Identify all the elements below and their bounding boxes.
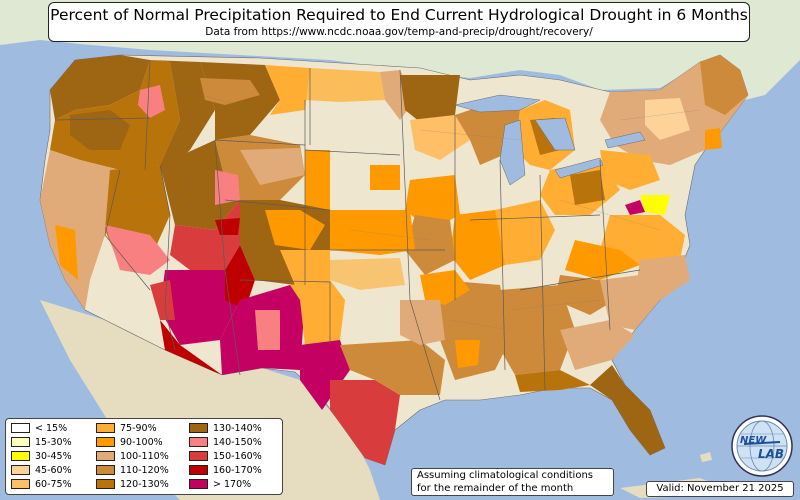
legend-swatch: [11, 436, 30, 447]
legend-item: 120-130%: [96, 478, 169, 491]
legend-item: 30-45%: [11, 450, 72, 463]
legend-item: 110-120%: [96, 464, 169, 477]
legend-swatch: [189, 464, 208, 475]
logo-text-bottom: LAB: [758, 447, 784, 461]
legend-swatch: [189, 450, 208, 461]
legend-swatch: [189, 478, 208, 489]
legend-item: 140-150%: [189, 436, 262, 449]
legend-label: 45-60%: [35, 465, 72, 476]
legend-item: > 170%: [189, 478, 251, 491]
valid-date: Valid: November 21 2025: [646, 481, 794, 497]
legend-item: 75-90%: [96, 422, 157, 435]
legend-item: 150-160%: [189, 450, 262, 463]
legend-label: < 15%: [35, 423, 68, 434]
legend-label: 130-140%: [213, 423, 262, 434]
assumption-note-line2: for the remainder of the month: [417, 482, 574, 494]
map-title: Percent of Normal Precipitation Required…: [50, 6, 748, 24]
legend-label: 75-90%: [120, 423, 157, 434]
legend-item: 60-75%: [11, 478, 72, 491]
legend-label: 150-160%: [213, 451, 262, 462]
legend-label: 110-120%: [120, 465, 169, 476]
legend-swatch: [11, 464, 30, 475]
map-subtitle: Data from https://www.ncdc.noaa.gov/temp…: [205, 26, 593, 38]
legend-label: 90-100%: [120, 437, 163, 448]
legend-label: 120-130%: [120, 479, 169, 490]
legend-swatch: [11, 450, 30, 461]
legend-swatch: [96, 464, 115, 475]
legend-item: 160-170%: [189, 464, 262, 477]
legend-swatch: [11, 478, 30, 489]
globe-icon: NEW LAB: [731, 415, 793, 477]
legend-swatch: [96, 422, 115, 433]
legend-label: 30-45%: [35, 451, 72, 462]
legend-item: 100-110%: [96, 450, 169, 463]
legend-swatch: [96, 478, 115, 489]
legend-item: 90-100%: [96, 436, 163, 449]
legend-label: 15-30%: [35, 437, 72, 448]
logo-text-top: NEW: [740, 435, 767, 446]
legend-item: 15-30%: [11, 436, 72, 449]
title-box: Percent of Normal Precipitation Required…: [48, 2, 750, 42]
legend-label: 60-75%: [35, 479, 72, 490]
legend-label: 140-150%: [213, 437, 262, 448]
legend-swatch: [189, 436, 208, 447]
assumption-note: Assuming climatological conditions for t…: [411, 468, 614, 496]
legend-label: > 170%: [213, 479, 252, 490]
legend: < 15% 15-30% 30-45% 45-60% 60-75% 75-90% 90-10…: [5, 418, 283, 495]
legend-label: 100-110%: [120, 451, 169, 462]
legend-swatch: [96, 450, 115, 461]
legend-label: 160-170%: [213, 465, 262, 476]
assumption-note-line1: Assuming climatological conditions: [417, 470, 593, 481]
legend-swatch: [96, 436, 115, 447]
legend-item: 45-60%: [11, 464, 72, 477]
legend-swatch: [189, 422, 208, 433]
legend-swatch: [11, 422, 30, 433]
legend-item: < 15%: [11, 422, 67, 435]
legend-item: 130-140%: [189, 422, 262, 435]
